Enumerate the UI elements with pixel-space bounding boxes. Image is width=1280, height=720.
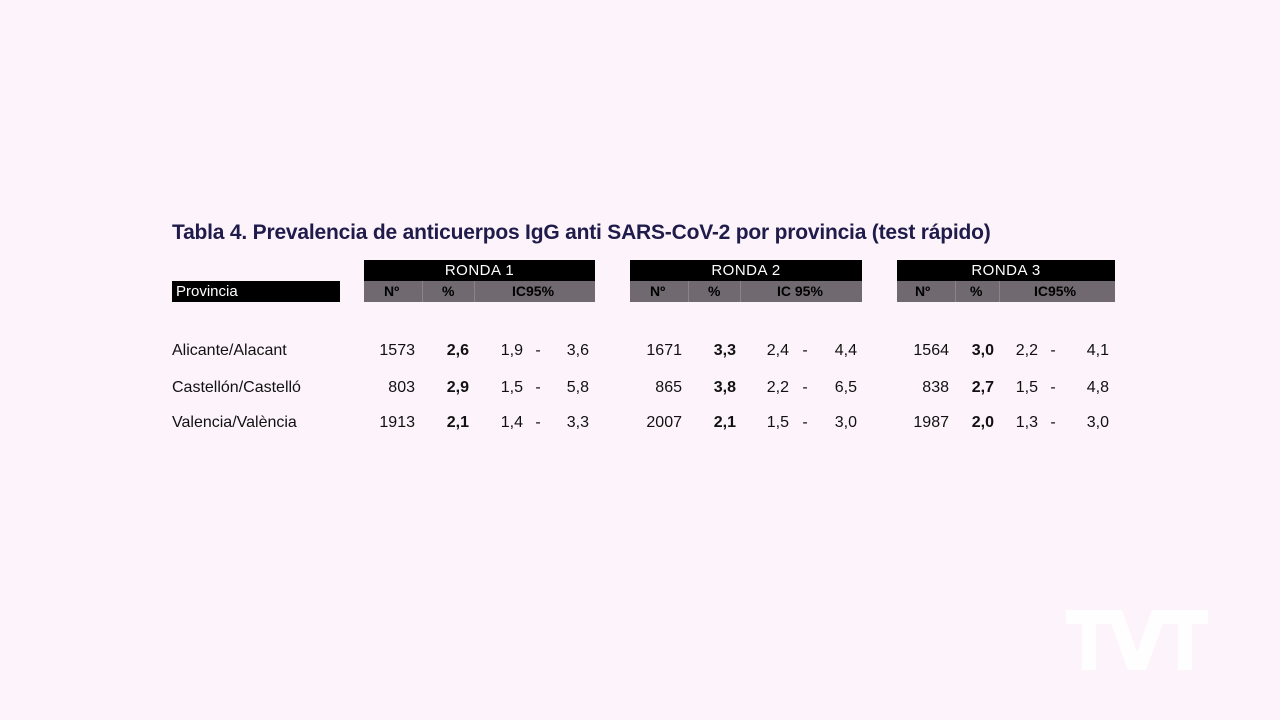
table-cell: 1564 <box>913 342 949 359</box>
table-title: Tabla 4. Prevalencia de anticuerpos IgG … <box>172 221 991 244</box>
round-3-col-n: Nº <box>915 283 931 299</box>
table-cell: 3,0 <box>1086 414 1109 431</box>
round-2-col-ic: IC 95% <box>777 283 823 299</box>
table-cell: 6,5 <box>834 379 857 396</box>
table-cell: - <box>1050 414 1056 431</box>
table-cell: 1573 <box>379 342 415 359</box>
table-cell: 5,8 <box>566 379 589 396</box>
round-3-col-ic: IC95% <box>1034 283 1077 299</box>
table-cell: 2,4 <box>766 342 789 359</box>
round-1-col-pct: % <box>442 283 455 299</box>
table-cell: 2,1 <box>446 414 469 431</box>
province-header: Provincia <box>172 281 340 302</box>
table-cell: 3,6 <box>566 342 589 359</box>
table-cell: 2,2 <box>766 379 789 396</box>
row-label-valencia: Valencia/València <box>172 414 297 431</box>
table-cell: 4,4 <box>834 342 857 359</box>
round-1-header: RONDA 1 <box>364 260 595 281</box>
row-label-castellon: Castellón/Castelló <box>172 379 301 396</box>
table-cell: 865 <box>655 379 682 396</box>
round-2-subheader: Nº % IC 95% <box>630 281 862 302</box>
table-cell: 838 <box>922 379 949 396</box>
round-2-col-pct: % <box>708 283 721 299</box>
table-cell: - <box>802 342 808 359</box>
table-cell: 1,5 <box>766 414 789 431</box>
round-1-col-n: Nº <box>384 283 400 299</box>
table-cell: - <box>535 379 541 396</box>
round-3-header: RONDA 3 <box>897 260 1115 281</box>
table-cell: 2,0 <box>971 414 994 431</box>
table-cell: - <box>535 414 541 431</box>
round-1-col-ic: IC95% <box>512 283 555 299</box>
table-cell: - <box>535 342 541 359</box>
table-cell: 803 <box>388 379 415 396</box>
table-cell: - <box>802 414 808 431</box>
table-cell: 3,0 <box>971 342 994 359</box>
round-1-subheader: Nº % IC95% <box>364 281 595 302</box>
table-cell: 1,5 <box>500 379 523 396</box>
table-cell: 1,4 <box>500 414 523 431</box>
table-cell: 3,3 <box>566 414 589 431</box>
table-cell: 1,3 <box>1015 414 1038 431</box>
table-cell: - <box>1050 379 1056 396</box>
table-cell: 2,2 <box>1015 342 1038 359</box>
table-cell: - <box>802 379 808 396</box>
round-3-subheader: Nº % IC95% <box>897 281 1115 302</box>
table-cell: 2,1 <box>713 414 736 431</box>
table-cell: 2,7 <box>971 379 994 396</box>
table-cell: 1913 <box>379 414 415 431</box>
table-cell: 2,6 <box>446 342 469 359</box>
table-cell: 3,3 <box>713 342 736 359</box>
table-cell: - <box>1050 342 1056 359</box>
round-2-header: RONDA 2 <box>630 260 862 281</box>
table-cell: 3,0 <box>834 414 857 431</box>
row-label-alicante: Alicante/Alacant <box>172 342 287 359</box>
table-cell: 2007 <box>646 414 682 431</box>
table-cell: 4,1 <box>1086 342 1109 359</box>
table-cell: 2,9 <box>446 379 469 396</box>
table-cell: 1,5 <box>1015 379 1038 396</box>
table-cell: 1987 <box>913 414 949 431</box>
table-cell: 1671 <box>646 342 682 359</box>
round-2-col-n: Nº <box>650 283 666 299</box>
table-cell: 1,9 <box>500 342 523 359</box>
round-3-col-pct: % <box>970 283 983 299</box>
table-cell: 3,8 <box>713 379 736 396</box>
table-cell: 4,8 <box>1086 379 1109 396</box>
tvt-logo <box>1066 610 1208 670</box>
